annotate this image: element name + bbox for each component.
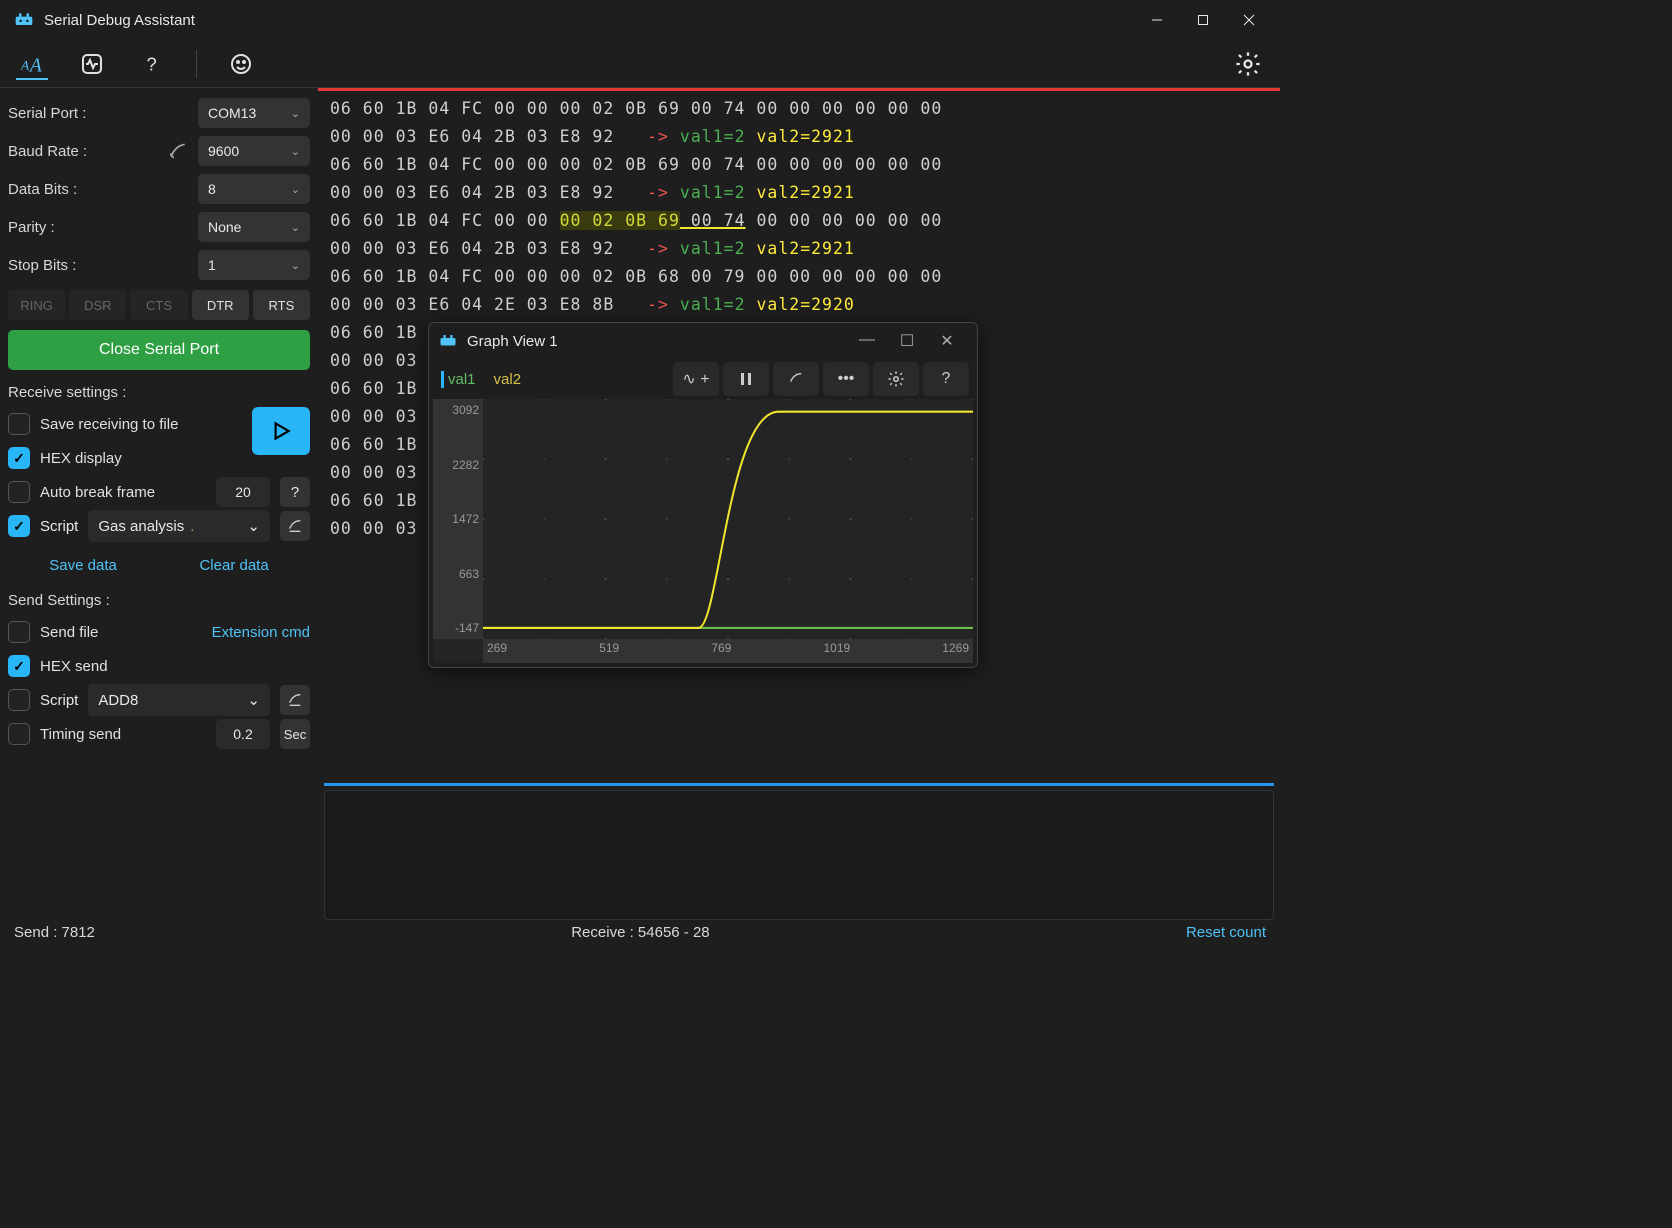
edit-tx-script-button[interactable] [280,685,310,715]
hex-send-checkbox[interactable] [8,655,30,677]
auto-break-help-button[interactable]: ? [280,477,310,507]
pause-button[interactable] [723,362,769,396]
waveform-tool-button[interactable] [76,48,108,80]
toolbar-divider [196,50,197,78]
stop-bits-label: Stop Bits : [8,257,192,274]
clear-data-link[interactable]: Clear data [199,557,268,574]
baud-rate-select[interactable]: 9600⌄ [198,136,310,166]
hex-display-label: HEX display [40,450,244,467]
data-bits-label: Data Bits : [8,181,192,198]
rts-pin[interactable]: RTS [253,290,310,320]
tx-script-label: Script [40,692,78,709]
timing-unit-label: Sec [280,719,310,749]
svg-text:A: A [20,57,29,72]
chart-plot [483,399,973,639]
rx-script-label: Script [40,518,78,535]
rx-script-checkbox[interactable] [8,515,30,537]
data-bits-select[interactable]: 8⌄ [198,174,310,204]
graph-close-button[interactable]: ✕ [927,331,967,351]
stop-bits-select[interactable]: 1⌄ [198,250,310,280]
graph-maximize-button[interactable]: ☐ [887,331,927,351]
chevron-down-icon: ⌄ [247,517,260,535]
log-icon[interactable] [168,141,188,161]
play-button[interactable] [252,407,310,455]
status-bar: Send : 7812 Receive : 54656 - 28 Reset c… [0,920,1280,944]
tx-script-select[interactable]: ADD8 ⌄ [88,684,270,716]
more-button[interactable]: ••• [823,362,869,396]
add-trace-button[interactable]: ∿ + [673,362,719,396]
edit-script-button[interactable] [280,511,310,541]
chart-xaxis: 269 519 769 1019 1269 [483,639,973,663]
window-maximize-button[interactable] [1180,4,1226,36]
baud-rate-label: Baud Rate : [8,143,162,160]
send-settings-label: Send Settings : [8,592,310,609]
chevron-down-icon: ⌄ [291,259,300,272]
timing-value[interactable]: 0.2 [216,719,270,749]
dsr-pin: DSR [69,290,126,320]
legend-val1[interactable]: val1 [441,371,476,388]
ring-pin: RING [8,290,65,320]
send-count: Send : 7812 [14,924,95,941]
svg-text:A: A [28,55,42,75]
receive-settings-label: Receive settings : [8,384,310,401]
settings-sidebar: Serial Port : COM13⌄ Baud Rate : 9600⌄ D… [0,88,318,920]
main-toolbar: AA ? [0,40,1280,88]
window-title: Serial Debug Assistant [44,12,195,29]
svg-text:?: ? [147,53,157,74]
chart-yaxis: 3092 2282 1472 663 -147 [433,399,483,639]
graph-help-button[interactable]: ? [923,362,969,396]
rx-script-select[interactable]: Gas analysis . ⌄ [88,510,270,542]
serial-port-select[interactable]: COM13⌄ [198,98,310,128]
extension-cmd-link[interactable]: Extension cmd [212,624,310,641]
graph-settings-button[interactable] [873,362,919,396]
app-icon [14,10,34,30]
graph-minimize-button[interactable]: — [847,331,887,351]
save-data-link[interactable]: Save data [49,557,117,574]
parity-select[interactable]: None⌄ [198,212,310,242]
serial-port-label: Serial Port : [8,105,192,122]
graph-window-title: Graph View 1 [467,333,558,350]
chart-area[interactable]: 3092 2282 1472 663 -147 269 519 769 1019… [433,399,973,663]
graph-app-icon [439,332,457,350]
chevron-down-icon: ⌄ [291,107,300,120]
send-file-checkbox[interactable] [8,621,30,643]
chevron-down-icon: ⌄ [291,145,300,158]
close-port-button[interactable]: Close Serial Port [8,330,310,370]
font-tool-button[interactable]: AA [16,48,48,80]
auto-break-value[interactable]: 20 [216,477,270,507]
hex-display-checkbox[interactable] [8,447,30,469]
chevron-down-icon: ⌄ [291,183,300,196]
save-to-file-checkbox[interactable] [8,413,30,435]
pin-status-bar: RING DSR CTS DTR RTS [8,290,310,320]
tx-script-checkbox[interactable] [8,689,30,711]
auto-break-label: Auto break frame [40,484,206,501]
cts-pin: CTS [130,290,187,320]
chevron-down-icon: ⌄ [247,691,260,709]
help-button[interactable]: ? [136,48,168,80]
send-input-area[interactable] [324,790,1274,920]
graph-view-window: Graph View 1 — ☐ ✕ val1 val2 ∿ + ••• ? 3… [428,322,978,668]
timing-send-checkbox[interactable] [8,723,30,745]
settings-button[interactable] [1232,48,1264,80]
reset-count-link[interactable]: Reset count [1186,924,1266,941]
send-file-label: Send file [40,624,202,641]
window-titlebar: Serial Debug Assistant [0,0,1280,40]
timing-send-label: Timing send [40,726,206,743]
hex-send-label: HEX send [40,658,310,675]
legend-val2[interactable]: val2 [494,371,522,388]
divider-bluebar[interactable] [324,783,1274,786]
save-to-file-label: Save receiving to file [40,416,244,433]
window-close-button[interactable] [1226,4,1272,36]
auto-break-checkbox[interactable] [8,481,30,503]
parity-label: Parity : [8,219,192,236]
clear-graph-button[interactable] [773,362,819,396]
graph-legend: val1 val2 [437,371,521,388]
emoji-button[interactable] [225,48,257,80]
window-minimize-button[interactable] [1134,4,1180,36]
dtr-pin[interactable]: DTR [192,290,249,320]
receive-count: Receive : 54656 - 28 [571,924,709,941]
chevron-down-icon: ⌄ [291,221,300,234]
status-dot-icon: . [190,518,194,535]
